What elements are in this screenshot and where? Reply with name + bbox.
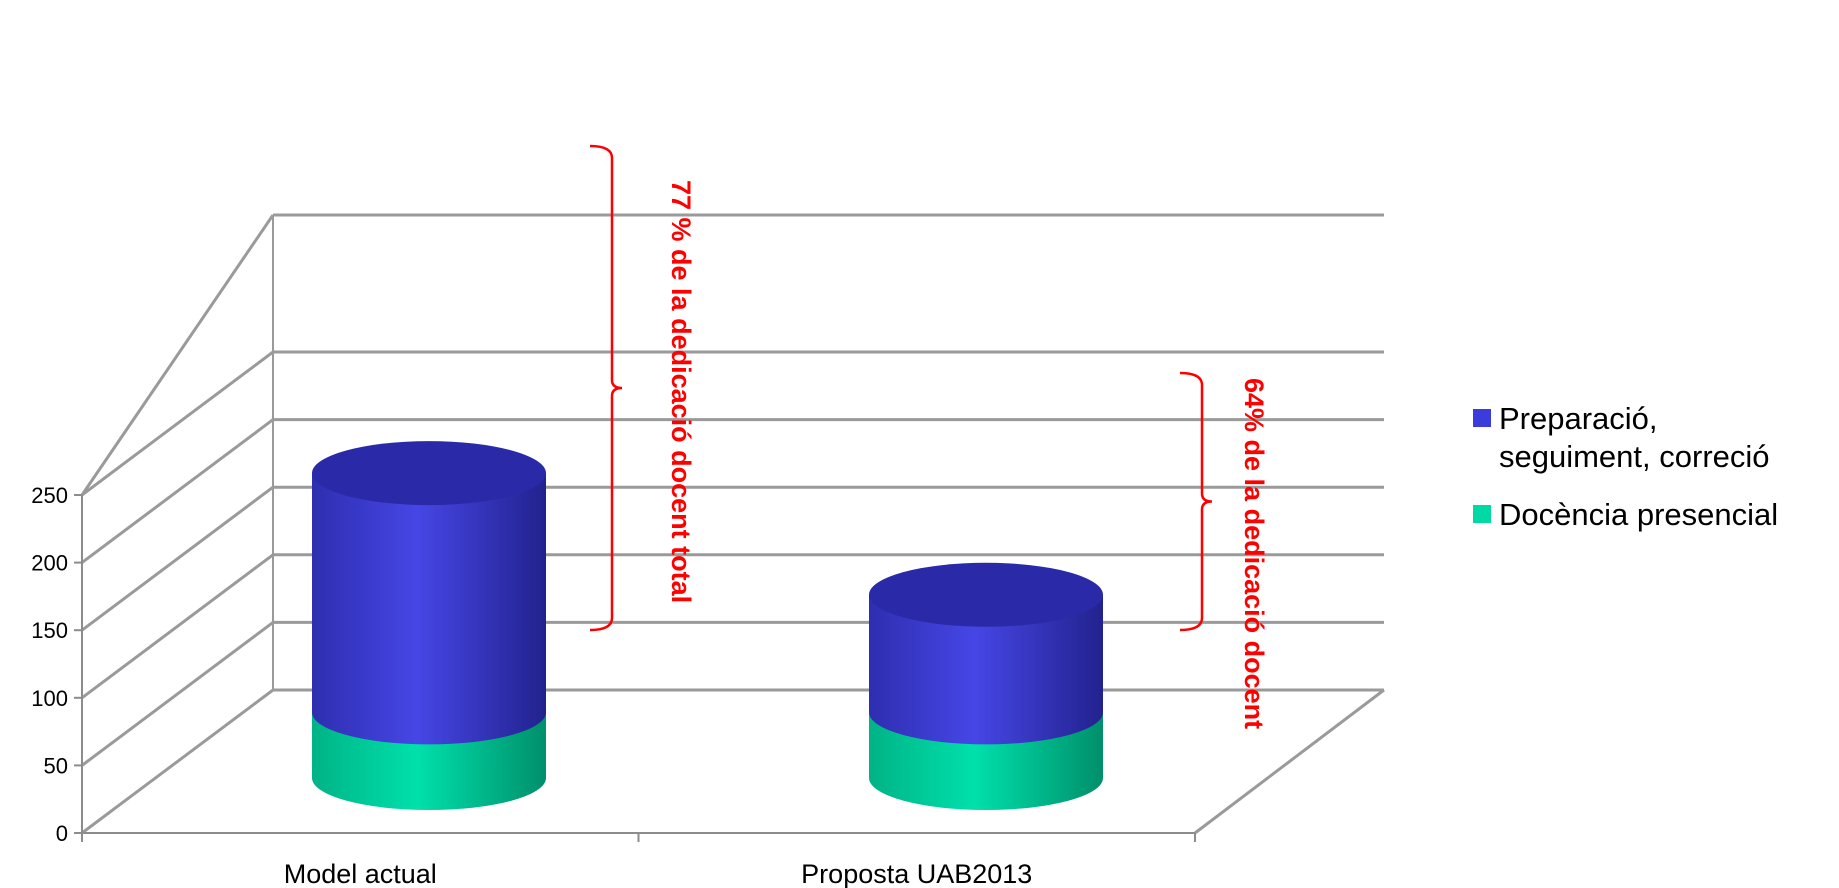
legend-item: Docència presencial [1473, 496, 1833, 534]
side-grid-line [81, 621, 274, 767]
x-tick-label: Model actual [284, 859, 437, 888]
side-grid-line [80, 214, 275, 496]
y-tick-label: 200 [31, 551, 68, 576]
annotation-label: 77 % de la dedicació docent total [666, 180, 696, 603]
side-grid-line [81, 485, 274, 632]
annotations: 77 % de la dedicació docent total 64% de … [589, 144, 1269, 729]
y-tick-label: 0 [56, 821, 68, 846]
grid-lines [80, 213, 1385, 835]
cylinder-top [869, 562, 1103, 745]
cylinder-top-top [312, 441, 546, 506]
axes: 0 50 100 150 200 250 Model actual Proposta UAB2… [31, 483, 1196, 888]
cylinder-top-side [312, 473, 546, 745]
annotation-brace [589, 144, 623, 632]
cylinders [312, 441, 1103, 810]
legend-label: Preparació, seguiment, correció [1499, 401, 1770, 474]
annotation-brace [1179, 371, 1213, 632]
cylinder-top-side [869, 594, 1103, 745]
x-tick-label: Proposta UAB2013 [801, 859, 1032, 888]
legend-swatch [1473, 505, 1491, 523]
legend: Preparació, seguiment, correció Docència p… [1473, 400, 1833, 554]
y-tick-label: 150 [31, 618, 68, 643]
cylinder-top-top [869, 562, 1103, 627]
side-grid-line [81, 553, 274, 700]
legend-label: Docència presencial [1499, 497, 1779, 532]
cylinder-top [312, 441, 546, 745]
floor-edge [1194, 688, 1385, 835]
legend-swatch [1473, 409, 1491, 427]
y-tick-label: 100 [31, 686, 68, 711]
side-grid-line [81, 350, 274, 497]
y-tick-label: 250 [31, 483, 68, 508]
annotation-label: 64% de la dedicació docent [1239, 378, 1269, 729]
side-grid-line [81, 418, 274, 564]
legend-item: Preparació, seguiment, correció [1473, 400, 1833, 476]
y-tick-label: 50 [44, 753, 68, 778]
side-grid-line [81, 688, 274, 835]
